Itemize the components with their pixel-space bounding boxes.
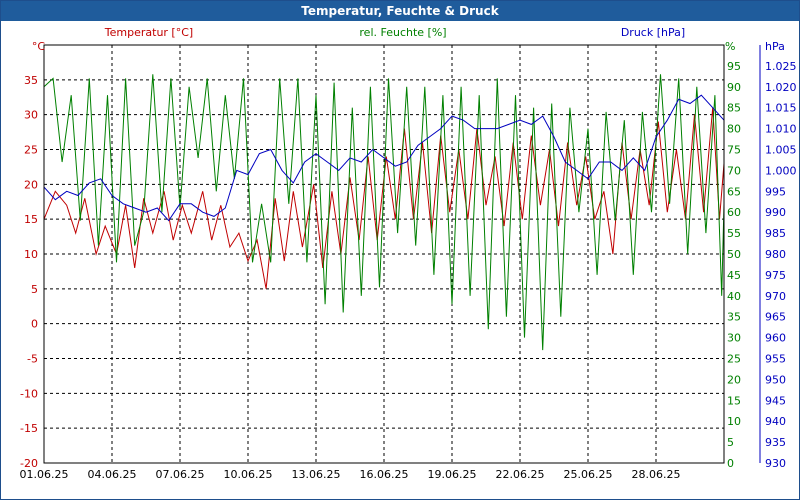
temp-tick-label: -20 — [20, 457, 38, 470]
temp-unit-label: °C — [32, 40, 46, 53]
tick-labels: 01.06.25 04.06.25 07.06.25 10.06.25 13.06.25… — [20, 60, 797, 481]
x-tick-label: 01.06.25 — [20, 468, 69, 481]
humidity-tick-label: 80 — [727, 123, 741, 136]
humidity-tick-label: 70 — [727, 164, 741, 177]
temp-tick-label: 35 — [24, 74, 38, 87]
temp-tick-label: 10 — [24, 248, 38, 261]
x-tick-label: 04.06.25 — [88, 468, 137, 481]
humidity-tick-label: 5 — [727, 436, 734, 449]
pressure-tick-label: 1.005 — [765, 144, 797, 157]
pressure-tick-label: 940 — [765, 415, 786, 428]
x-tick-label: 22.06.25 — [496, 468, 545, 481]
x-tick-label: 28.06.25 — [632, 468, 681, 481]
humidity-tick-label: 45 — [727, 269, 741, 282]
humidity-tick-label: 85 — [727, 102, 741, 115]
humidity-tick-label: 75 — [727, 144, 741, 157]
pressure-tick-label: 960 — [765, 332, 786, 345]
humidity-tick-label: 40 — [727, 290, 741, 303]
pressure-tick-label: 975 — [765, 269, 786, 282]
grid-lines — [44, 45, 724, 464]
pressure-tick-label: 930 — [765, 457, 786, 470]
humidity-tick-label: 10 — [727, 415, 741, 428]
temp-tick-label: 20 — [24, 178, 38, 191]
humidity-unit-label: % — [725, 40, 735, 53]
temp-tick-label: 0 — [31, 318, 38, 331]
temp-tick-label: 5 — [31, 283, 38, 296]
humidity-tick-label: 20 — [727, 373, 741, 386]
pressure-tick-label: 965 — [765, 311, 786, 324]
temp-tick-label: -15 — [20, 422, 38, 435]
humidity-tick-label: 35 — [727, 311, 741, 324]
pressure-axis-title: Druck [hPa] — [621, 26, 685, 39]
pressure-tick-label: 985 — [765, 227, 786, 240]
temp-tick-label: -10 — [20, 387, 38, 400]
humidity-tick-label: 65 — [727, 185, 741, 198]
pressure-tick-label: 1.010 — [765, 123, 797, 136]
pressure-tick-label: 1.015 — [765, 102, 797, 115]
weather-chart: 01.06.25 04.06.25 07.06.25 10.06.25 13.06.25… — [20, 26, 797, 481]
temp-axis-title: Temperatur [°C] — [104, 26, 193, 39]
temp-tick-label: 15 — [24, 213, 38, 226]
pressure-tick-label: 980 — [765, 248, 786, 261]
x-tick-label: 10.06.25 — [224, 468, 273, 481]
series-layer — [43, 74, 725, 351]
x-tick-label: 07.06.25 — [156, 468, 205, 481]
humidity-tick-label: 15 — [727, 394, 741, 407]
pressure-unit-label: hPa — [765, 40, 785, 53]
series-line-pressure — [43, 94, 725, 222]
humidity-tick-label: 55 — [727, 227, 741, 240]
plot-area — [43, 44, 725, 464]
humidity-tick-label: 90 — [727, 81, 741, 94]
humidity-axis-title: rel. Feuchte [%] — [359, 26, 446, 39]
temp-tick-label: 30 — [24, 109, 38, 122]
pressure-tick-label: 995 — [765, 185, 786, 198]
pressure-tick-label: 955 — [765, 353, 786, 366]
pressure-tick-label: 990 — [765, 206, 786, 219]
temp-tick-label: 25 — [24, 144, 38, 157]
pressure-tick-label: 950 — [765, 373, 786, 386]
x-tick-label: 19.06.25 — [428, 468, 477, 481]
pressure-tick-label: 1.025 — [765, 60, 797, 73]
x-tick-label: 16.06.25 — [360, 468, 409, 481]
pressure-tick-label: 970 — [765, 290, 786, 303]
pressure-tick-label: 945 — [765, 394, 786, 407]
humidity-tick-label: 30 — [727, 332, 741, 345]
humidity-tick-label: 60 — [727, 206, 741, 219]
pressure-tick-label: 1.000 — [765, 164, 797, 177]
humidity-tick-label: 0 — [727, 457, 734, 470]
humidity-tick-label: 95 — [727, 60, 741, 73]
x-tick-label: 13.06.25 — [292, 468, 341, 481]
x-tick-label: 25.06.25 — [564, 468, 613, 481]
humidity-tick-label: 50 — [727, 248, 741, 261]
chart-title: Temperatur, Feuchte & Druck — [1, 1, 799, 21]
temp-tick-label: -5 — [27, 353, 38, 366]
series-line-humidity — [43, 74, 725, 351]
pressure-tick-label: 935 — [765, 436, 786, 449]
humidity-tick-label: 25 — [727, 353, 741, 366]
pressure-tick-label: 1.020 — [765, 81, 797, 94]
